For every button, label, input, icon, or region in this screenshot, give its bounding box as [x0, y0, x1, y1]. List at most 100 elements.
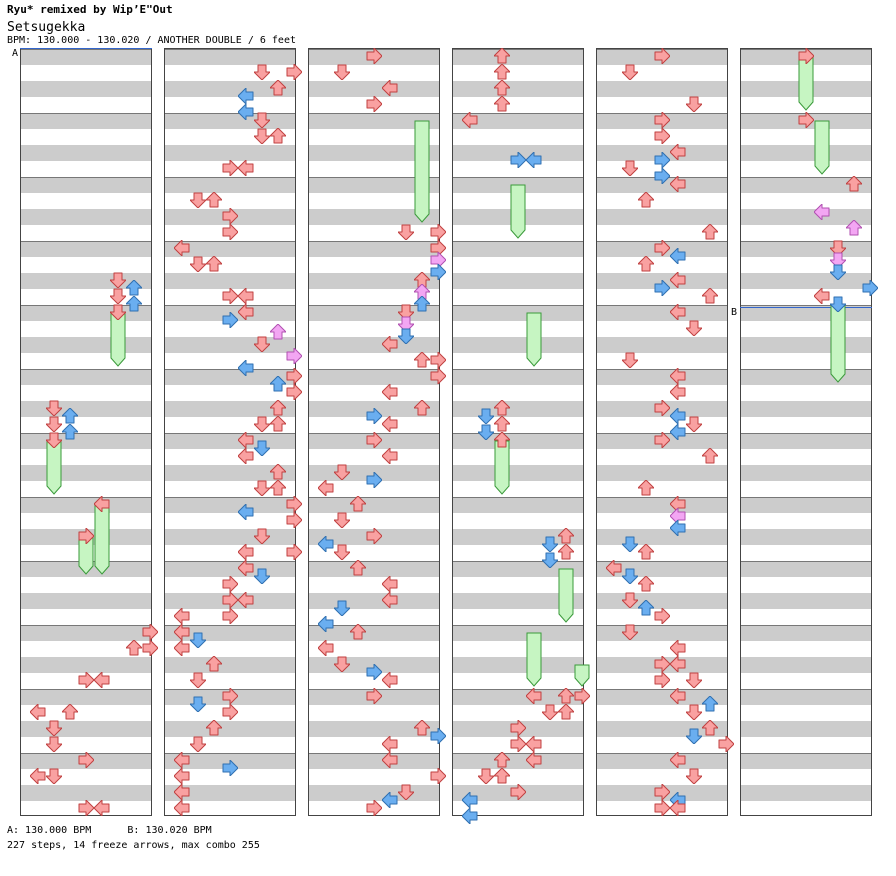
step-arrow-r	[222, 608, 238, 624]
step-arrow-l2	[238, 88, 254, 104]
step-arrow-r	[78, 800, 94, 816]
measure-line	[165, 561, 295, 562]
measure-line	[165, 177, 295, 178]
step-arrow-l2	[238, 448, 254, 464]
step-arrow-r2	[430, 352, 446, 368]
measure-line	[741, 625, 871, 626]
step-arrow-l2	[382, 448, 398, 464]
step-arrow-u2	[846, 220, 862, 236]
freeze-arrow	[830, 304, 846, 383]
step-arrow-r	[366, 48, 382, 64]
step-arrow-l2	[670, 272, 686, 288]
step-arrow-d2	[254, 416, 270, 432]
step-arrow-l2	[814, 288, 830, 304]
step-arrow-u	[638, 256, 654, 272]
step-arrow-u	[494, 752, 510, 768]
freeze-arrow	[526, 632, 542, 687]
measure-line	[741, 369, 871, 370]
step-arrow-r2	[862, 280, 878, 296]
step-arrow-d	[622, 352, 638, 368]
step-arrow-l2	[526, 688, 542, 704]
step-arrow-r2	[286, 368, 302, 384]
measure-line	[309, 561, 439, 562]
measure-line	[165, 113, 295, 114]
step-arrow-d	[478, 424, 494, 440]
step-arrow-r	[78, 672, 94, 688]
measure-line	[597, 305, 727, 306]
freeze-arrow	[494, 440, 510, 495]
measure-line	[165, 305, 295, 306]
step-arrow-l2	[382, 592, 398, 608]
measure-line	[597, 625, 727, 626]
step-arrow-u2	[270, 464, 286, 480]
step-arrow-l2	[238, 544, 254, 560]
measure-line	[21, 305, 151, 306]
step-arrow-l	[30, 768, 46, 784]
step-arrow-d	[46, 768, 62, 784]
step-arrow-u	[350, 624, 366, 640]
step-arrow-l2	[382, 736, 398, 752]
step-arrow-u2	[702, 288, 718, 304]
step-arrow-r	[222, 688, 238, 704]
step-arrow-d	[622, 160, 638, 176]
step-arrow-d	[622, 536, 638, 552]
step-arrow-l2	[382, 576, 398, 592]
chart-column-6	[740, 48, 872, 816]
bpm-change-line	[20, 48, 152, 49]
step-arrow-r	[366, 96, 382, 112]
step-arrow-l2	[382, 672, 398, 688]
step-arrow-r2	[286, 496, 302, 512]
step-arrow-l	[30, 704, 46, 720]
step-arrow-d	[190, 672, 206, 688]
step-arrow-u2	[702, 448, 718, 464]
measure-line	[309, 177, 439, 178]
measure-line	[741, 753, 871, 754]
step-arrow-l2	[238, 304, 254, 320]
measure-line	[165, 625, 295, 626]
step-arrow-d2	[254, 64, 270, 80]
step-arrow-l2	[382, 336, 398, 352]
step-arrow-u	[206, 256, 222, 272]
step-arrow-d2	[830, 252, 846, 268]
step-arrow-d	[46, 416, 62, 432]
step-arrow-r2	[286, 348, 302, 364]
measure-line	[741, 241, 871, 242]
step-arrow-r	[222, 288, 238, 304]
step-arrow-r	[654, 112, 670, 128]
step-arrow-r	[222, 760, 238, 776]
step-arrow-l2	[94, 496, 110, 512]
step-arrow-l2	[670, 688, 686, 704]
step-arrow-r	[654, 280, 670, 296]
step-arrow-u	[206, 656, 222, 672]
step-arrow-d	[478, 768, 494, 784]
measure-line	[453, 49, 583, 50]
measure-line	[21, 113, 151, 114]
measure-line	[21, 369, 151, 370]
step-arrow-r2	[430, 264, 446, 280]
step-arrow-d2	[686, 672, 702, 688]
step-arrow-d2	[686, 728, 702, 744]
step-arrow-r	[654, 784, 670, 800]
bpm-change-label: B	[731, 307, 738, 318]
step-arrow-u2	[270, 416, 286, 432]
step-arrow-l	[606, 560, 622, 576]
step-arrow-l2	[670, 384, 686, 400]
step-arrow-r	[222, 208, 238, 224]
step-arrow-u2	[126, 280, 142, 296]
step-arrow-d	[622, 624, 638, 640]
step-arrow-d2	[686, 768, 702, 784]
step-arrow-l	[318, 616, 334, 632]
measure-line	[741, 305, 871, 306]
measure-line	[453, 689, 583, 690]
step-arrow-u2	[270, 324, 286, 340]
step-arrow-d	[46, 432, 62, 448]
step-arrow-u2	[702, 224, 718, 240]
bpm-change-label: A	[12, 48, 19, 59]
step-arrow-l	[174, 640, 190, 656]
step-arrow-d	[478, 408, 494, 424]
step-arrow-r	[654, 432, 670, 448]
measure-line	[453, 305, 583, 306]
step-arrow-r	[654, 672, 670, 688]
step-arrow-d2	[110, 304, 126, 320]
measure-line	[597, 561, 727, 562]
